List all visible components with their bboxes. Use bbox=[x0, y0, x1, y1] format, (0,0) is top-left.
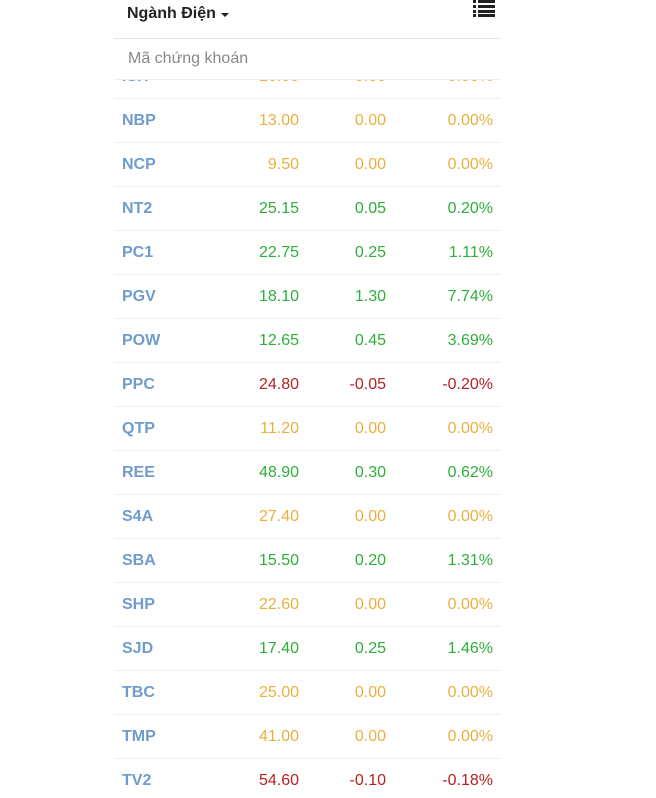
stock-code: NCP bbox=[122, 156, 156, 173]
stock-row[interactable]: S4A 27.40 0.00 0.00% bbox=[114, 495, 501, 539]
stock-row[interactable]: PC1 22.75 0.25 1.11% bbox=[114, 231, 501, 275]
stock-change: 0.25 bbox=[354, 244, 386, 261]
stock-change: 1.30 bbox=[354, 288, 386, 305]
stock-change: 0.00 bbox=[354, 596, 386, 613]
stock-price: 25.00 bbox=[258, 684, 299, 701]
stock-price: 41.00 bbox=[258, 728, 299, 745]
stock-code-search-input[interactable] bbox=[114, 39, 501, 79]
stock-change: 0.20 bbox=[354, 552, 386, 569]
stock-price: 17.40 bbox=[258, 640, 299, 657]
stock-change-percent: 0.00% bbox=[447, 728, 493, 745]
stock-change-percent: 0.00% bbox=[447, 156, 493, 173]
stock-change: -0.10 bbox=[349, 772, 386, 789]
stock-row[interactable]: PPC 24.80 -0.05 -0.20% bbox=[114, 363, 501, 407]
stock-change: 0.30 bbox=[354, 464, 386, 481]
stock-price: 22.75 bbox=[258, 244, 299, 261]
stock-code: TMP bbox=[122, 728, 156, 745]
stock-price: 27.40 bbox=[258, 508, 299, 525]
stock-row[interactable]: SBA 15.50 0.20 1.31% bbox=[114, 539, 501, 583]
stock-change: 0.00 bbox=[354, 420, 386, 437]
stock-change: 0.00 bbox=[354, 684, 386, 701]
stock-code: REE bbox=[122, 464, 155, 481]
stock-code: SJD bbox=[122, 640, 154, 657]
stock-change: 0.00 bbox=[354, 508, 386, 525]
stock-price: 15.50 bbox=[258, 552, 299, 569]
stock-change: 0.25 bbox=[354, 640, 386, 657]
sector-header: Ngành Điện bbox=[114, 0, 501, 39]
stock-change-percent: 7.74% bbox=[447, 288, 493, 305]
stock-row[interactable]: SJD 17.40 0.25 1.46% bbox=[114, 627, 501, 671]
stock-price: 11.20 bbox=[260, 420, 299, 437]
stock-change-percent: 0.00% bbox=[447, 508, 493, 525]
stock-change: 0.00 bbox=[354, 156, 386, 173]
sector-dropdown[interactable]: Ngành Điện bbox=[127, 3, 229, 25]
stock-change-percent: 0.00% bbox=[447, 684, 493, 701]
stock-change-percent: 3.69% bbox=[447, 332, 493, 349]
stock-change-percent: 1.46% bbox=[447, 640, 493, 657]
stock-change-percent: 1.11% bbox=[448, 244, 493, 261]
stock-code: SHP bbox=[122, 596, 155, 613]
stock-price: 12.65 bbox=[258, 332, 299, 349]
stock-code: S4A bbox=[122, 508, 154, 525]
stock-price: 18.10 bbox=[258, 288, 299, 305]
stock-row[interactable]: QTP 11.20 0.00 0.00% bbox=[114, 407, 501, 451]
stock-row[interactable]: TMP 41.00 0.00 0.00% bbox=[114, 715, 501, 759]
stock-row[interactable]: TV2 54.60 -0.10 -0.18% bbox=[114, 759, 501, 798]
stock-row[interactable]: POW 12.65 0.45 3.69% bbox=[114, 319, 501, 363]
stock-code: POW bbox=[122, 332, 161, 349]
stock-change: 0.05 bbox=[354, 200, 386, 217]
stock-change-percent: -0.18% bbox=[442, 772, 493, 789]
stock-code: NBP bbox=[122, 112, 156, 129]
sector-title: Ngành Điện bbox=[127, 5, 216, 22]
stock-row[interactable]: REE 48.90 0.30 0.62% bbox=[114, 451, 501, 495]
stock-code: PGV bbox=[122, 288, 156, 305]
stock-row[interactable]: NBP 13.00 0.00 0.00% bbox=[114, 99, 501, 143]
stock-change-percent: 0.62% bbox=[447, 464, 493, 481]
stock-code: PC1 bbox=[122, 244, 154, 261]
stock-price: 54.60 bbox=[258, 772, 299, 789]
stock-change-percent: 0.00% bbox=[447, 596, 493, 613]
stock-change-percent: 0.20% bbox=[447, 200, 493, 217]
stock-change-percent: 0.00% bbox=[447, 112, 493, 129]
stock-code: TBC bbox=[122, 684, 155, 701]
stock-change: 0.45 bbox=[354, 332, 386, 349]
caret-down-icon bbox=[220, 13, 229, 17]
stock-price: 22.60 bbox=[258, 596, 299, 613]
stock-change-percent: 1.31% bbox=[447, 552, 493, 569]
stock-change-percent: 0.00% bbox=[447, 420, 493, 437]
stock-change-percent: -0.20% bbox=[442, 376, 493, 393]
stock-table: ISH16.000.000.00%NBP13.000.000.00%NCP9.5… bbox=[114, 55, 501, 798]
stock-price: 9.50 bbox=[267, 156, 299, 173]
stock-code: SBA bbox=[122, 552, 156, 569]
stock-change: -0.05 bbox=[349, 376, 386, 393]
stock-row[interactable]: TBC 25.00 0.00 0.00% bbox=[114, 671, 501, 715]
stock-code: QTP bbox=[122, 420, 155, 437]
stock-row[interactable]: NCP 9.50 0.00 0.00% bbox=[114, 143, 501, 187]
search-bar bbox=[114, 39, 501, 80]
list-view-icon[interactable] bbox=[473, 0, 495, 17]
stock-row[interactable]: SHP 22.60 0.00 0.00% bbox=[114, 583, 501, 627]
stock-price: 25.15 bbox=[258, 200, 299, 217]
stock-price: 24.80 bbox=[258, 376, 299, 393]
stock-code: NT2 bbox=[122, 200, 153, 217]
stock-price: 48.90 bbox=[258, 464, 299, 481]
stock-price: 13.00 bbox=[258, 112, 299, 129]
stock-list-panel: Ngành Điện ISH16.000.000.00%NBP13.000.00… bbox=[114, 0, 501, 798]
stock-row[interactable]: NT2 25.15 0.05 0.20% bbox=[114, 187, 501, 231]
stock-row[interactable]: PGV 18.10 1.30 7.74% bbox=[114, 275, 501, 319]
stock-code: TV2 bbox=[122, 772, 152, 789]
stock-change: 0.00 bbox=[354, 112, 386, 129]
stock-code: PPC bbox=[122, 376, 155, 393]
stock-change: 0.00 bbox=[354, 728, 386, 745]
